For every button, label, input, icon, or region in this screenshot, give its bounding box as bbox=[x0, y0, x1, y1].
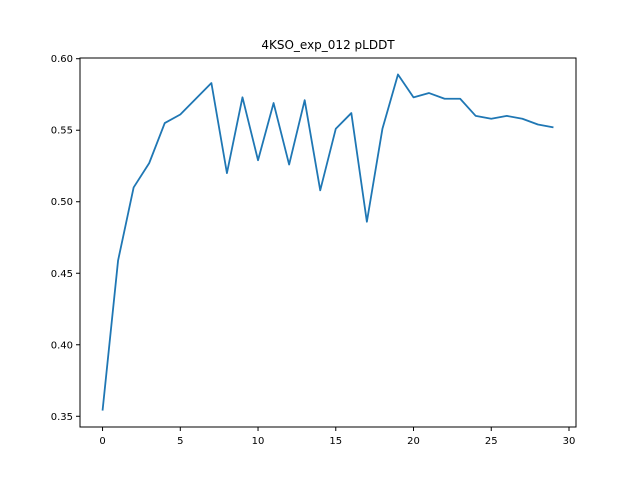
x-tick-label-5: 25 bbox=[485, 436, 498, 447]
axes-frame bbox=[79, 57, 577, 428]
y-tick-label-4: 0.55 bbox=[51, 126, 73, 137]
x-tick-label-6: 30 bbox=[563, 436, 576, 447]
x-tick-label-2: 10 bbox=[252, 436, 265, 447]
y-tick-label-3: 0.50 bbox=[51, 197, 73, 208]
x-tick-label-1: 5 bbox=[177, 436, 183, 447]
y-tick-label-2: 0.45 bbox=[51, 269, 73, 280]
chart-title: 4KSO_exp_012 pLDDT bbox=[261, 38, 395, 52]
x-tick-label-0: 0 bbox=[99, 436, 105, 447]
x-tick-label-4: 20 bbox=[407, 436, 420, 447]
x-tick-label-3: 15 bbox=[329, 436, 342, 447]
series-line-0 bbox=[101, 73, 554, 411]
y-tick-label-0: 0.35 bbox=[51, 412, 73, 423]
y-tick-label-5: 0.60 bbox=[51, 54, 73, 65]
y-tick-label-1: 0.40 bbox=[51, 340, 73, 351]
plot-area: 0 5 10 15 20 25 30 0.35 0.40 0.45 0.50 0.55 0.60 bbox=[51, 54, 577, 447]
